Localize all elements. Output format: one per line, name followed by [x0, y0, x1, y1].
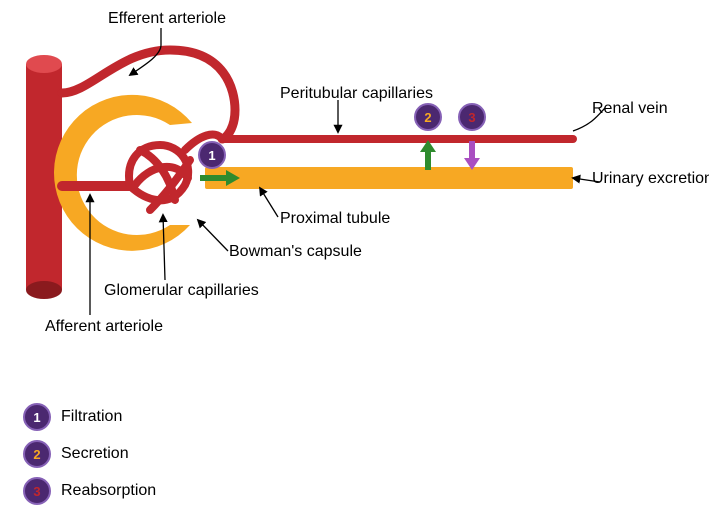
reabsorption-arrow: [464, 141, 480, 170]
label-efferent: Efferent arteriole: [108, 10, 226, 28]
label-renal-vein: Renal vein: [592, 100, 668, 118]
legend-badge-3: 3: [23, 477, 51, 505]
label-proximal: Proximal tubule: [280, 210, 390, 228]
badge-1: 1: [199, 142, 225, 168]
legend-text-3: Reabsorption: [61, 482, 156, 500]
bowmans-capsule: [54, 95, 192, 251]
legend-badge-1: 1: [23, 403, 51, 431]
legend-text-2: Secretion: [61, 445, 129, 463]
ptr-proximal: [260, 188, 278, 217]
legend-row-1: 1 Filtration: [23, 403, 122, 431]
label-urinary: Urinary excretion: [592, 170, 709, 188]
legend-text-1: Filtration: [61, 408, 122, 426]
badge-2: 2: [415, 104, 441, 130]
secretion-arrow: [420, 140, 436, 170]
label-peritubular: Peritubular capillaries: [280, 85, 433, 103]
svg-text:1: 1: [208, 148, 215, 163]
label-glomerular: Glomerular capillaries: [104, 282, 259, 300]
svg-text:3: 3: [468, 110, 475, 125]
ptr-bowman: [198, 220, 228, 251]
label-bowman: Bowman's capsule: [229, 243, 362, 261]
legend-row-3: 3 Reabsorption: [23, 477, 156, 505]
label-afferent: Afferent arteriole: [45, 318, 163, 336]
ptr-glomerular: [163, 215, 165, 280]
badge-3: 3: [459, 104, 485, 130]
svg-text:2: 2: [424, 110, 431, 125]
proximal-tubule: [205, 167, 573, 189]
legend-badge-2: 2: [23, 440, 51, 468]
legend-row-2: 2 Secretion: [23, 440, 129, 468]
